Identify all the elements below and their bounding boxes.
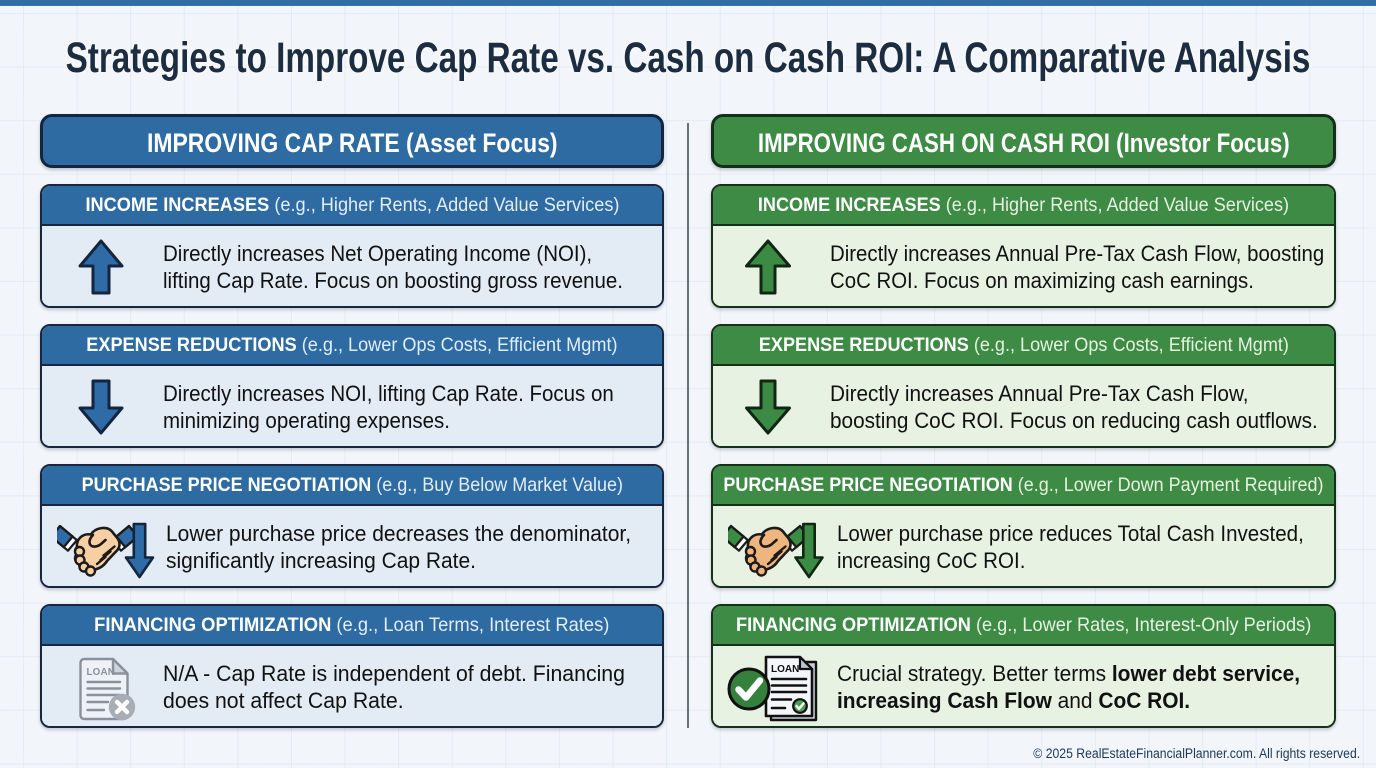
svg-text:LOAN: LOAN bbox=[771, 664, 799, 675]
svg-text:LOAN: LOAN bbox=[87, 667, 116, 678]
